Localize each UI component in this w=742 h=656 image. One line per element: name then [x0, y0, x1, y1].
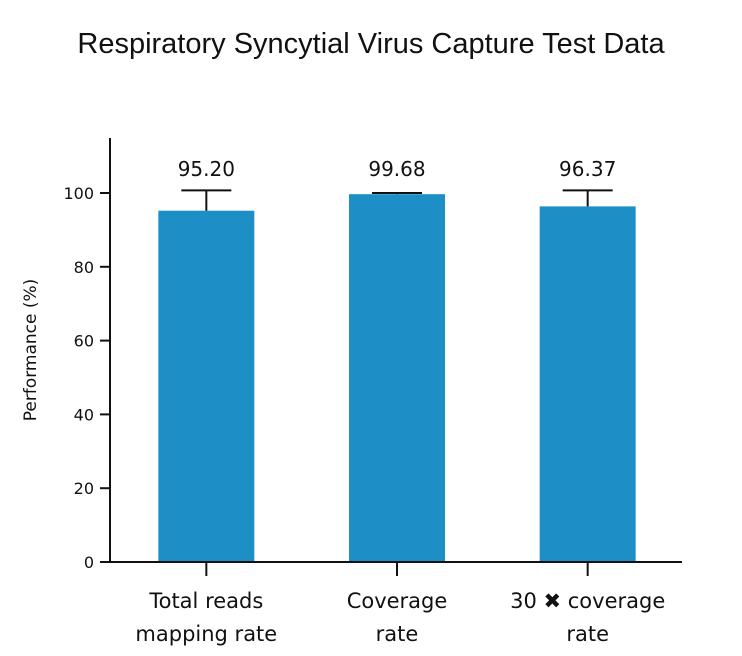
x-tick-label-3-line1: 30 ✖ coverage [510, 589, 665, 613]
x-tick-label-2-line2: rate [376, 622, 419, 646]
y-tick-label: 20 [74, 479, 94, 498]
y-tick-label: 0 [84, 553, 94, 572]
chart-title: Respiratory Syncytial Virus Capture Test… [77, 28, 665, 60]
x-tick-label-1-line1: Total reads [148, 589, 263, 613]
value-label-1: 95.20 [178, 157, 235, 181]
y-tick-label: 60 [74, 332, 94, 351]
x-tick-label-1-line2: mapping rate [135, 622, 277, 646]
value-label-3: 96.37 [559, 157, 616, 181]
value-label-2: 99.68 [368, 157, 425, 181]
x-tick-label-3-line2: rate [566, 622, 609, 646]
y-axis-label: Performance (%) [21, 279, 41, 422]
y-tick-label: 100 [63, 184, 94, 203]
bar-2 [349, 194, 445, 563]
bar-1 [158, 210, 255, 562]
x-tick-label-2-line1: Coverage [347, 589, 448, 613]
y-tick-label: 40 [74, 405, 94, 424]
bar-3 [539, 206, 636, 562]
y-tick-label: 80 [74, 258, 94, 277]
